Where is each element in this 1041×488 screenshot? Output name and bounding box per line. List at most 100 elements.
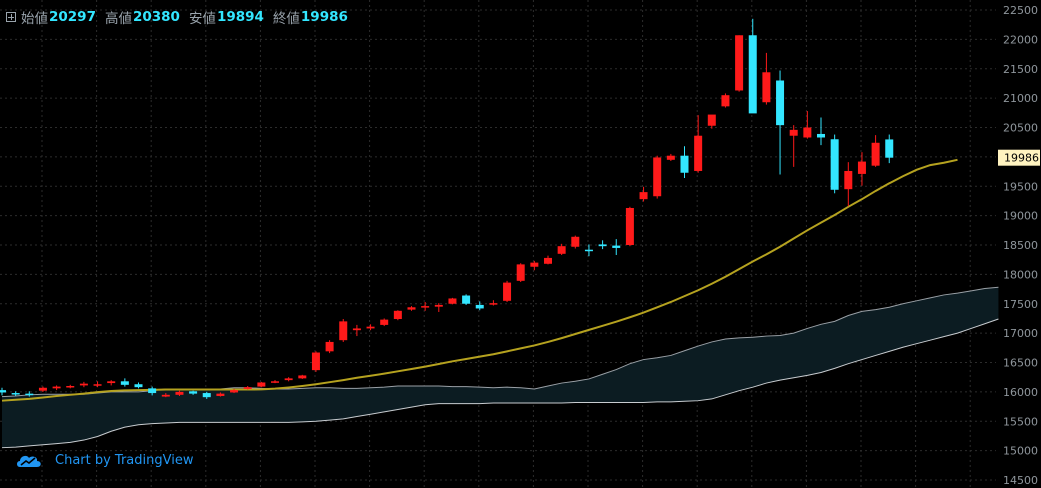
candle[interactable] (885, 134, 894, 164)
candle-body (66, 386, 75, 388)
candle[interactable] (503, 280, 512, 302)
price-axis[interactable]: 14500 15000 15500 16000 16500 17000 17500 18000… (998, 4, 1040, 487)
y-tick-label: 19500 (1003, 180, 1038, 193)
candle[interactable] (462, 294, 471, 305)
candle[interactable] (612, 239, 621, 255)
candle-body (516, 264, 525, 281)
candle[interactable] (871, 135, 880, 167)
candle[interactable] (325, 340, 334, 354)
candle[interactable] (52, 385, 61, 391)
candle[interactable] (339, 319, 348, 342)
candle[interactable] (25, 391, 34, 397)
candle-body (462, 295, 471, 304)
candle[interactable] (230, 388, 239, 394)
candle[interactable] (352, 324, 361, 337)
candle[interactable] (107, 380, 116, 386)
candle[interactable] (216, 392, 225, 397)
candle[interactable] (120, 378, 129, 387)
candle-body (325, 341, 334, 352)
candle[interactable] (284, 377, 293, 382)
candle[interactable] (817, 117, 825, 146)
candle[interactable] (666, 153, 675, 161)
candle[interactable] (175, 390, 184, 396)
candle[interactable] (598, 240, 607, 250)
candle[interactable] (448, 297, 457, 305)
low-value: 19894 (216, 9, 264, 25)
candle[interactable] (66, 384, 75, 389)
candle[interactable] (653, 155, 662, 199)
candle[interactable] (11, 391, 20, 396)
candle[interactable] (857, 152, 866, 186)
candle[interactable] (694, 115, 703, 173)
candle[interactable] (830, 134, 839, 194)
candle-body (803, 127, 812, 138)
candle-body (134, 384, 143, 388)
candle-body (120, 381, 129, 385)
candle[interactable] (680, 146, 689, 179)
candle[interactable] (803, 111, 812, 139)
y-tick-label: 21000 (1003, 92, 1038, 105)
moving-average (1, 158, 958, 402)
candle-body (352, 328, 361, 331)
candle[interactable] (93, 381, 102, 388)
candle[interactable] (735, 35, 744, 92)
candle[interactable] (557, 243, 566, 255)
candle[interactable] (707, 114, 716, 129)
candle-body (735, 35, 744, 91)
candle[interactable] (393, 310, 402, 321)
last-price-tag: 19986 (1004, 152, 1039, 165)
candle-body (230, 390, 239, 393)
candle[interactable] (243, 386, 252, 390)
candle-body (557, 246, 566, 254)
candle[interactable] (38, 386, 47, 392)
candle-body (407, 307, 416, 310)
candle[interactable] (161, 393, 170, 398)
candle[interactable] (516, 263, 525, 283)
candle[interactable] (380, 318, 389, 327)
candle[interactable] (148, 386, 157, 396)
candle-body (544, 257, 552, 264)
low-label: 安値 (188, 11, 216, 27)
candle[interactable] (530, 260, 539, 271)
candle-body (243, 387, 252, 389)
candle[interactable] (257, 381, 266, 388)
candle[interactable] (748, 18, 757, 114)
candle[interactable] (639, 186, 648, 202)
candle[interactable] (489, 300, 498, 306)
candle[interactable] (79, 381, 88, 388)
candle[interactable] (776, 70, 785, 175)
candle[interactable] (311, 351, 320, 372)
candle[interactable] (134, 382, 143, 389)
candle[interactable] (0, 387, 6, 396)
candle[interactable] (434, 303, 443, 312)
candle[interactable] (271, 380, 279, 384)
candle[interactable] (298, 374, 307, 379)
candle-body (380, 319, 389, 325)
candle-body (298, 375, 307, 379)
candle-body (216, 393, 225, 396)
candle[interactable] (189, 390, 198, 395)
candle-body (571, 236, 580, 247)
candle[interactable] (421, 301, 430, 311)
candle-body (148, 388, 157, 394)
candle-body (694, 135, 703, 171)
candle[interactable] (789, 125, 798, 167)
candle[interactable] (407, 306, 416, 311)
candle[interactable] (202, 391, 211, 399)
candle[interactable] (366, 324, 375, 331)
candle[interactable] (844, 162, 853, 207)
candle-body (598, 244, 607, 247)
candle[interactable] (544, 255, 552, 265)
candle[interactable] (762, 52, 771, 105)
candle[interactable] (571, 235, 580, 249)
y-tick-label: 14500 (1003, 474, 1038, 487)
tradingview-watermark[interactable]: Chart by TradingView (15, 450, 193, 470)
candle[interactable] (584, 244, 593, 257)
candle-body (79, 383, 88, 386)
candle[interactable] (625, 206, 634, 247)
candle[interactable] (721, 93, 730, 108)
candle[interactable] (475, 301, 484, 311)
plus-square-icon[interactable] (6, 12, 16, 22)
